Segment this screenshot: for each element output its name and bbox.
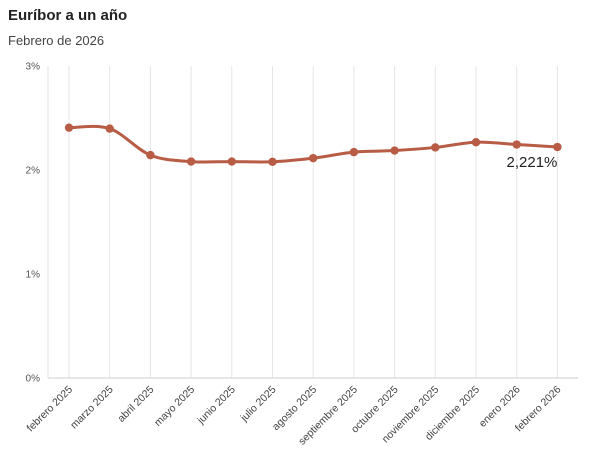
annotation-layer: 2,221% — [507, 154, 558, 171]
chart-title: Euríbor a un año — [8, 7, 128, 24]
value-callout: 2,221% — [507, 154, 558, 171]
series-layer — [64, 123, 562, 166]
data-point — [309, 153, 318, 163]
x-tick-label: mayo 2025 — [152, 384, 197, 429]
y-axis: 0% 1% 2% 3% — [26, 62, 41, 385]
y-tick-label: 3% — [26, 62, 41, 73]
data-point — [512, 140, 521, 149]
data-point — [553, 142, 562, 152]
data-point — [64, 123, 74, 132]
data-point — [349, 147, 359, 157]
x-tick-label: abril 2025 — [115, 384, 156, 425]
y-tick-label: 2% — [26, 166, 41, 177]
data-point — [186, 157, 196, 166]
data-point — [105, 124, 114, 133]
data-point — [268, 157, 277, 166]
y-tick-label: 0% — [26, 374, 41, 385]
data-point — [227, 157, 236, 166]
chart-header: Euríbor a un año Febrero de 2026 — [8, 6, 127, 50]
x-tick-label: marzo 2025 — [68, 384, 116, 432]
data-point — [390, 146, 399, 155]
data-point — [146, 150, 155, 160]
data-point — [431, 143, 440, 152]
chart-subtitle: Febrero de 2026 — [8, 33, 105, 48]
gridlines — [47, 66, 578, 379]
y-tick-label: 1% — [26, 270, 41, 281]
x-tick-label: junio 2025 — [194, 384, 238, 428]
data-point — [471, 138, 481, 147]
x-tick-label: julio 2025 — [238, 384, 279, 425]
x-tick-label: febrero 2025 — [25, 384, 76, 435]
